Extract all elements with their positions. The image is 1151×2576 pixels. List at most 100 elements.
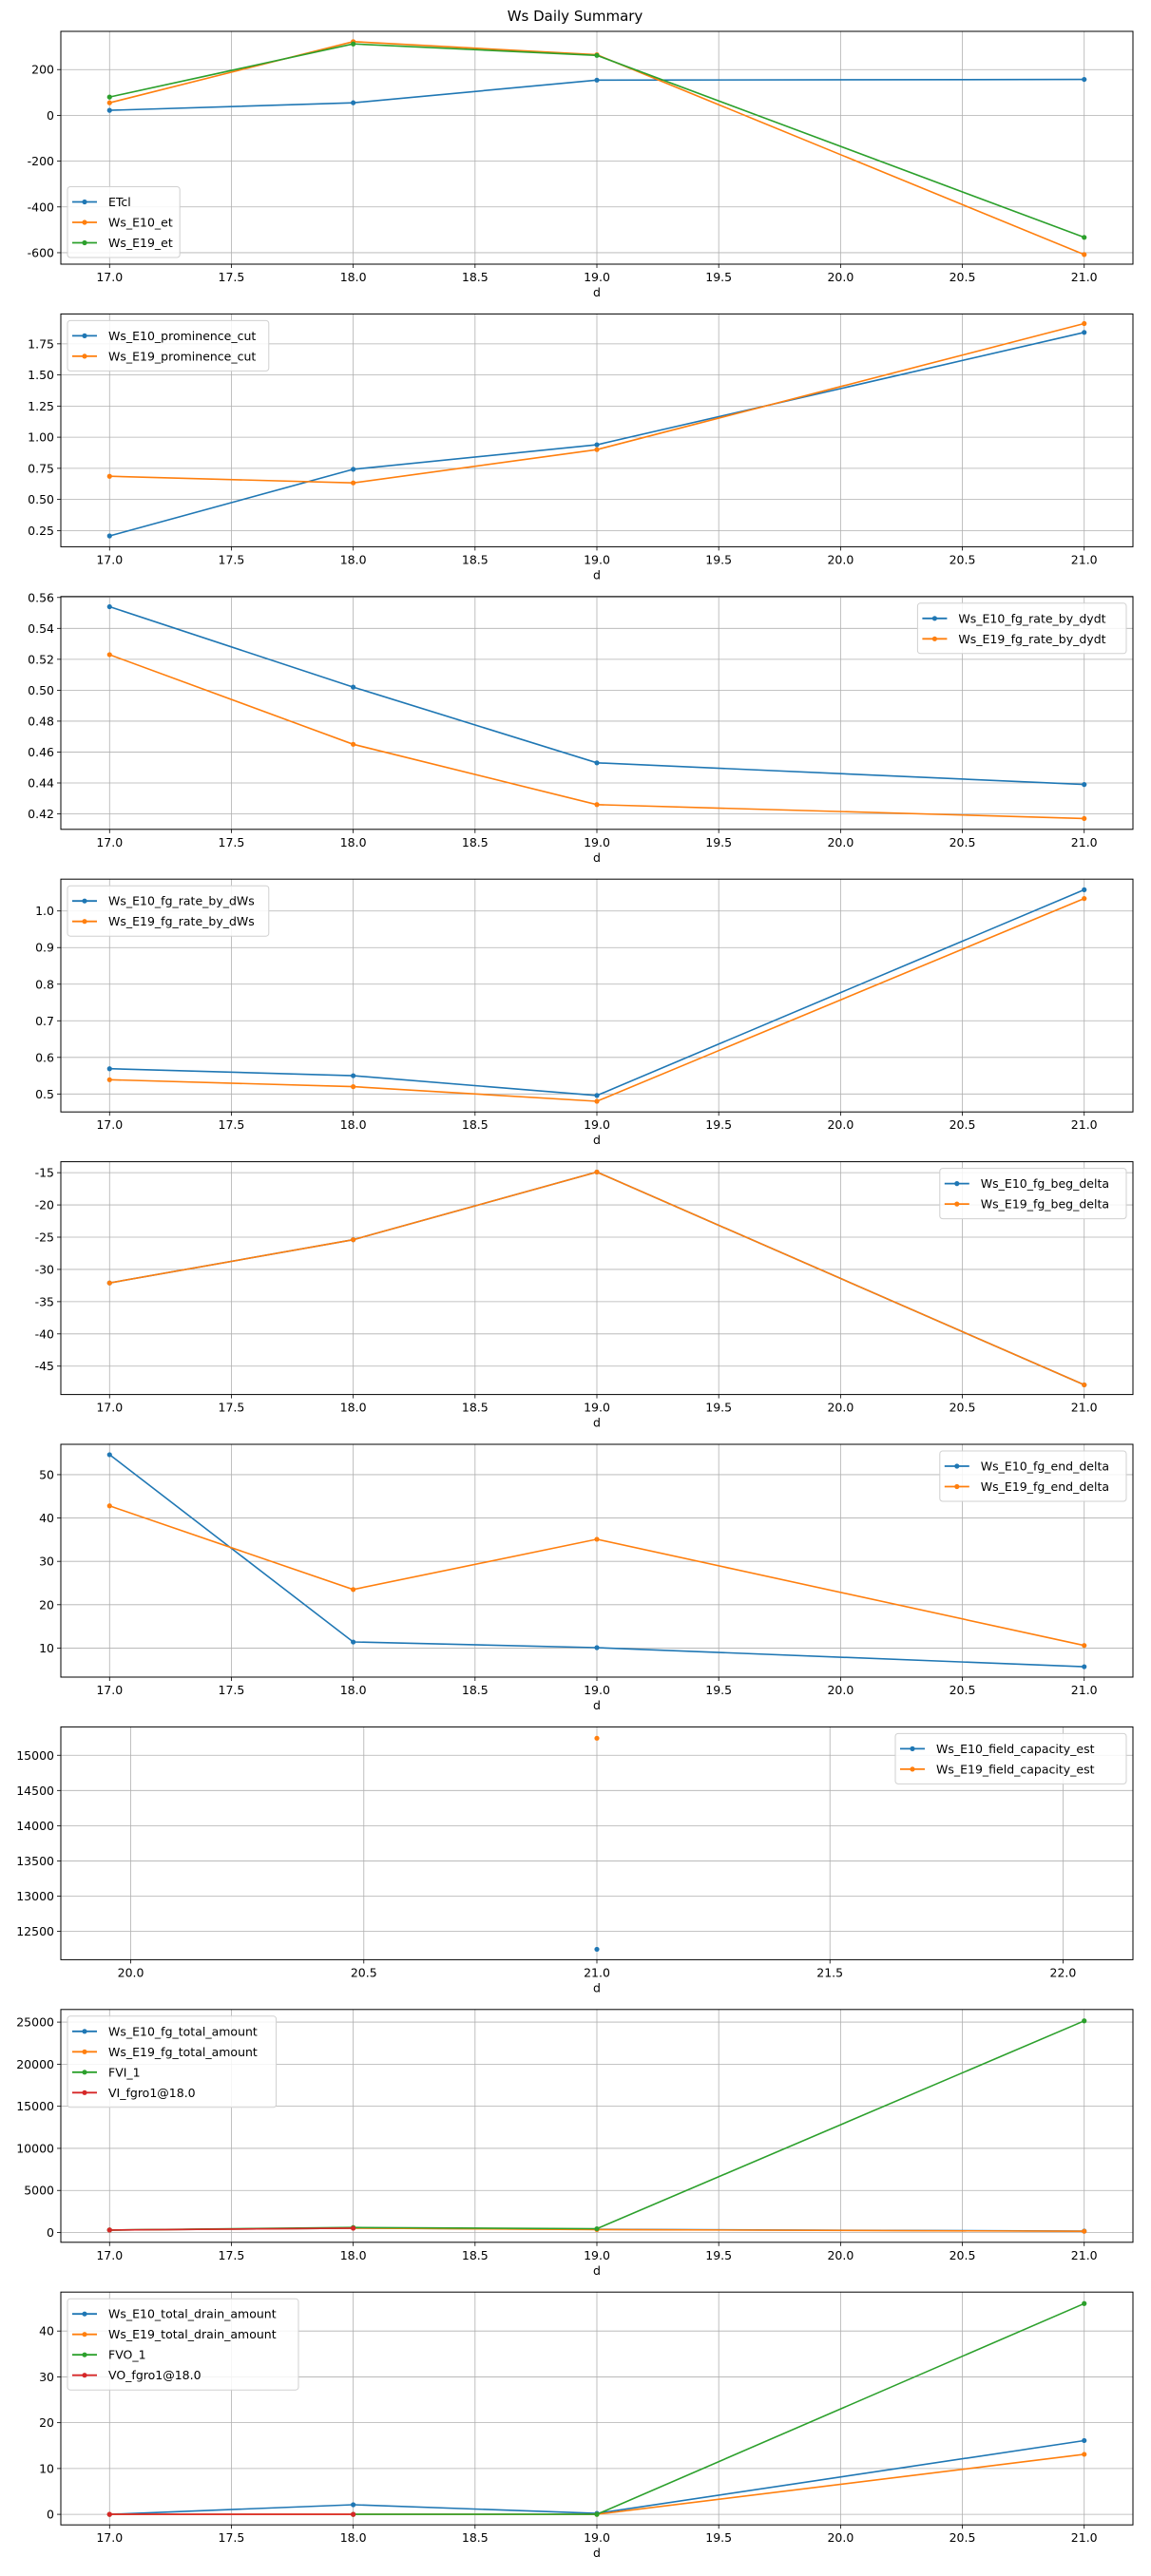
axes-frame [60, 2291, 1134, 2526]
data-point [351, 1237, 356, 1243]
data-point [106, 533, 112, 539]
x-tick-label: 18.5 [462, 270, 489, 284]
data-point [106, 94, 112, 100]
y-tick-label: 10 [39, 1641, 54, 1655]
legend-label: Ws_E10_fg_rate_by_dWs [108, 894, 255, 908]
data-point [106, 1452, 112, 1458]
x-tick-label: 20.5 [950, 1683, 976, 1697]
subplot-6: 17.0 17.5 18.0 18.5 19.0 19.5 20.0 20.5 21.0 10 20… [39, 1443, 1134, 1712]
series-line-VI_fgro1@18.0 [109, 2227, 354, 2231]
data-point [106, 1066, 112, 1072]
legend-marker [82, 2311, 87, 2317]
legend-marker [82, 898, 87, 904]
legend-marker [82, 2029, 87, 2034]
y-tick-label: 40 [39, 1511, 54, 1525]
y-tick-label: -15 [35, 1166, 54, 1180]
x-tick-label: 18.5 [462, 835, 489, 849]
legend-label: Ws_E19_fg_end_delta [981, 1479, 1109, 1494]
x-tick-label: 21.0 [584, 1965, 610, 1979]
subplot-1: 17.0 17.5 18.0 18.5 19.0 19.5 20.0 20.5 21.0 -600… [28, 30, 1134, 299]
data-point [1082, 2228, 1087, 2234]
data-point [594, 447, 600, 452]
x-tick-label: 20.0 [827, 2248, 854, 2262]
y-tick-label: 40 [39, 2324, 54, 2338]
legend-label: Ws_E10_fg_rate_by_dydt [958, 611, 1105, 625]
legend-label: Ws_E19_total_drain_amount [108, 2327, 277, 2341]
x-tick-label: 21.0 [1071, 1401, 1098, 1415]
legend: Ws_E10_total_drain_amount Ws_E19_total_dr… [67, 2298, 299, 2391]
x-tick-label: 20.5 [950, 270, 976, 284]
data-point [106, 100, 112, 105]
y-tick-label: 0.6 [35, 1050, 54, 1064]
legend-marker [82, 2332, 87, 2337]
data-point [351, 1084, 356, 1090]
x-tick-label: 19.5 [705, 270, 732, 284]
x-tick-label: 17.0 [96, 835, 123, 849]
axes-frame [60, 596, 1134, 830]
x-tick-label: 20.5 [950, 552, 976, 566]
x-tick-label: 19.0 [584, 1117, 610, 1132]
x-tick-label: 20.5 [351, 1965, 377, 1979]
x-tick-label: 19.5 [705, 1683, 732, 1697]
y-tick-label: 0.48 [28, 714, 54, 728]
legend-marker [82, 239, 87, 246]
data-point [594, 1536, 600, 1542]
x-tick-label: 19.0 [584, 2248, 610, 2262]
legend-label: Ws_E19_fg_rate_by_dWs [108, 914, 255, 928]
data-point [594, 1946, 600, 1953]
y-tick-label: 25000 [16, 2015, 54, 2030]
y-tick-label: 0.46 [28, 745, 54, 759]
y-tick-label: 1.50 [28, 368, 54, 382]
legend-label: Ws_E19_field_capacity_est [936, 1762, 1095, 1776]
x-tick-label: 19.5 [705, 835, 732, 849]
x-tick-label: 17.5 [219, 1401, 245, 1415]
x-tick-label: 21.5 [816, 1965, 843, 1979]
legend-label: VI_fgro1@18.0 [108, 2086, 196, 2100]
series-line-Ws_E19_fg_rate_by_dWs [109, 897, 1085, 1102]
data-point [106, 1077, 112, 1082]
data-point [1082, 2437, 1087, 2444]
subplot-9: 17.0 17.5 18.0 18.5 19.0 19.5 20.0 20.5 21.0 0 10 2… [39, 2291, 1134, 2560]
x-tick-label: 21.0 [1071, 835, 1098, 849]
legend-label: VO_fgro1@18.0 [108, 2368, 201, 2382]
y-tick-label: -40 [35, 1326, 54, 1341]
y-tick-label: 15000 [16, 2099, 54, 2113]
y-tick-label: -45 [35, 1359, 54, 1373]
data-point [594, 1093, 600, 1098]
x-tick-label: 20.5 [950, 2248, 976, 2262]
x-tick-label: 19.0 [584, 552, 610, 566]
subplot-5: 17.0 17.5 18.0 18.5 19.0 19.5 20.0 20.5 21.0 -45 -… [35, 1161, 1134, 1430]
legend: Ws_E10_fg_end_delta Ws_E19_fg_end_delta [939, 1450, 1127, 1502]
x-tick-label: 17.5 [219, 2248, 245, 2262]
data-point [351, 1587, 356, 1593]
y-tick-label: 50 [39, 1467, 54, 1481]
x-tick-label: 21.0 [1071, 552, 1098, 566]
data-point [594, 2225, 600, 2232]
x-tick-label: 19.5 [705, 2530, 732, 2545]
data-point [594, 1098, 600, 1104]
x-tick-label: 17.5 [219, 835, 245, 849]
x-tick-label: 18.5 [462, 552, 489, 566]
y-tick-label: 0 [47, 108, 54, 123]
data-point [106, 2511, 112, 2517]
legend-marker [931, 636, 938, 641]
legend: ETcl Ws_E10_et Ws_E19_et [67, 186, 181, 258]
x-tick-label: 18.5 [462, 1401, 489, 1415]
legend-marker [82, 2352, 87, 2357]
x-tick-label: 17.0 [96, 270, 123, 284]
axes-frame [60, 1443, 1134, 1678]
data-point [1082, 1664, 1087, 1670]
subplot-8: 17.0 17.5 18.0 18.5 19.0 19.5 20.0 20.5 21.0 0 500… [16, 2009, 1134, 2278]
subplot-7: 20.0 20.5 21.0 21.5 22.0 12500 13000 13500 14000… [16, 1726, 1134, 1994]
data-point [1082, 887, 1087, 892]
legend-box [67, 2015, 278, 2109]
data-point [594, 2511, 600, 2517]
data-point [594, 52, 600, 58]
y-tick-label: 30 [39, 1555, 54, 1569]
data-point [594, 442, 600, 448]
legend-marker [954, 1463, 960, 1469]
y-tick-label: 10000 [16, 2141, 54, 2155]
y-tick-label: 0.42 [28, 807, 54, 821]
y-tick-label: 0.5 [35, 1087, 54, 1101]
x-tick-label: 21.0 [1071, 1683, 1098, 1697]
